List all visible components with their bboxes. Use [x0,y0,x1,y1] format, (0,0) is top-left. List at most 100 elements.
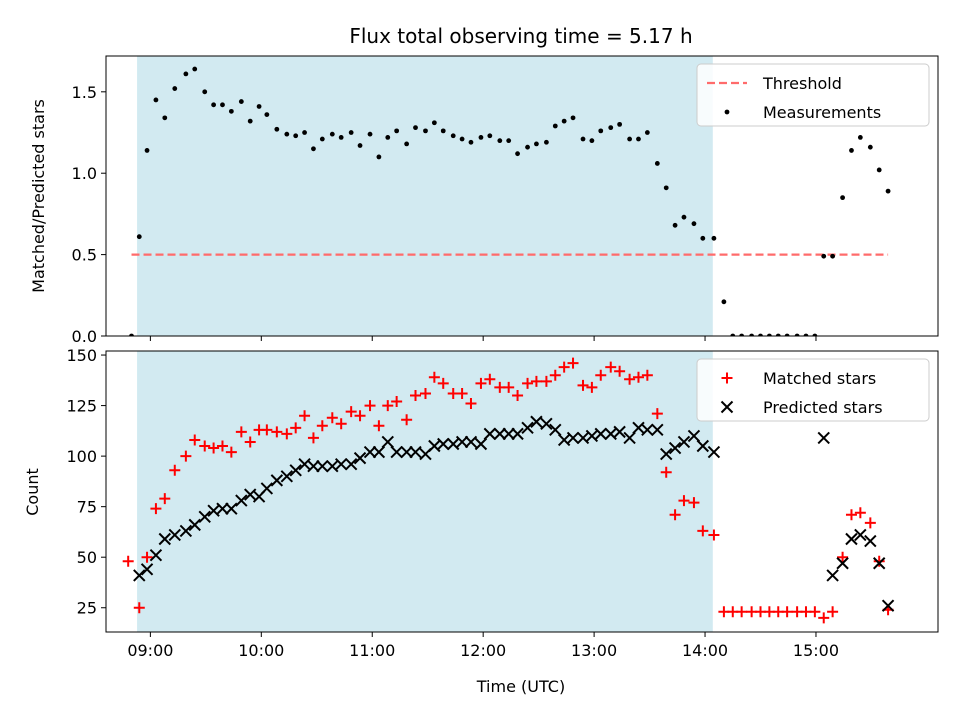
predicted-star-point [511,427,524,441]
matched-star-point [354,410,366,422]
matched-star-point [307,432,319,444]
matched-star-point [540,375,552,387]
measurement-point [404,141,410,147]
measurement-point [293,133,299,139]
measurement-point [183,71,189,77]
matched-star-point [159,493,171,505]
x-tick-label: 14:00 [682,641,728,660]
matched-star-point [864,517,876,529]
predicted-star-point [400,445,413,459]
predicted-star-point [696,439,710,453]
predicted-star-point [344,458,358,471]
measurement-point [274,126,280,132]
predicted-star-point [623,431,636,445]
matched-star-point [809,606,821,618]
predicted-star-point [372,445,386,459]
measurement-point [385,134,391,140]
measurement-point [711,235,717,241]
predicted-star-point [464,435,478,449]
measurement-point [617,121,623,127]
matched-star-point [364,400,376,412]
predicted-star-point [225,502,238,515]
measurement-point [348,130,354,135]
predicted-star-point [363,445,377,459]
predicted-star-point [668,441,682,455]
y-tick-label: 0.5 [72,246,97,265]
ratio-y-axis-label: Matched/Predicted stars [29,99,48,293]
measurement-point [644,130,650,135]
matched-star-point [281,428,293,440]
matched-star-point [199,440,211,452]
predicted-star-point [521,421,534,435]
matched-star-point [854,507,866,519]
measurement-point [589,138,595,144]
predicted-star-point [437,437,450,451]
matched-star-point [189,434,201,446]
measurement-point [525,144,530,150]
y-tick-label: 1.0 [72,164,97,183]
matched-star-point [261,424,273,436]
matched-star-point [290,422,302,434]
measurement-point [515,151,520,157]
x-tick-label: 11:00 [349,641,395,660]
measurement-point [450,133,456,139]
matched-star-point [373,420,385,432]
predicted-star-point [307,460,320,473]
matched-star-point [549,369,561,381]
predicted-star-point [334,458,348,471]
legend-measurement-swatch [724,109,730,115]
measurement-point [876,167,882,173]
measurement-point [849,148,854,153]
predicted-star-point [381,435,394,449]
matched-star-point [141,551,153,563]
predicted-star-point [158,532,172,546]
predicted-star-point [677,435,691,449]
measurement-point [534,141,539,147]
measurement-point [228,108,234,114]
y-tick-label: 1.5 [72,83,97,102]
measurement-point [739,333,745,336]
measurement-point [478,134,484,140]
matched-star-point [827,606,839,618]
matched-star-point [708,529,720,541]
matched-star-point [345,406,357,418]
measurement-point [663,185,669,191]
measurement-point [144,148,150,153]
matched-star-point [558,361,570,373]
measurement-point [700,235,706,241]
measurement-point [580,136,586,142]
matched-star-point [401,414,413,426]
predicted-star-point [270,474,284,487]
matched-star-point [632,371,644,383]
predicted-star-point [493,427,507,441]
predicted-star-point [188,518,201,532]
measurement-point [329,131,335,137]
measurement-point [376,154,382,160]
measurement-point [721,299,727,305]
measurement-point [672,222,678,228]
matched-star-point [873,555,885,567]
y-tick-label: 100 [66,447,97,466]
measurement-point [192,66,198,72]
matched-star-point [437,377,449,389]
y-tick-label: 50 [77,548,97,567]
measurement-point [129,333,134,336]
matched-star-point [428,371,440,383]
matched-star-point [475,377,487,389]
measurement-point [487,133,493,139]
matched-star-point [169,464,181,476]
matched-star-point [641,369,653,381]
measurement-point [367,131,373,137]
matched-star-point [180,450,192,462]
measurement-point [570,115,576,121]
axes-frame [105,55,939,337]
predicted-star-point [316,460,329,473]
measurement-point [749,333,755,336]
legend-entry-label: Measurements [763,103,881,122]
matched-star-point [567,357,579,369]
measurement-point [202,89,208,95]
predicted-star-point [149,548,163,562]
measurement-point [885,188,891,194]
matched-star-point [410,389,422,401]
